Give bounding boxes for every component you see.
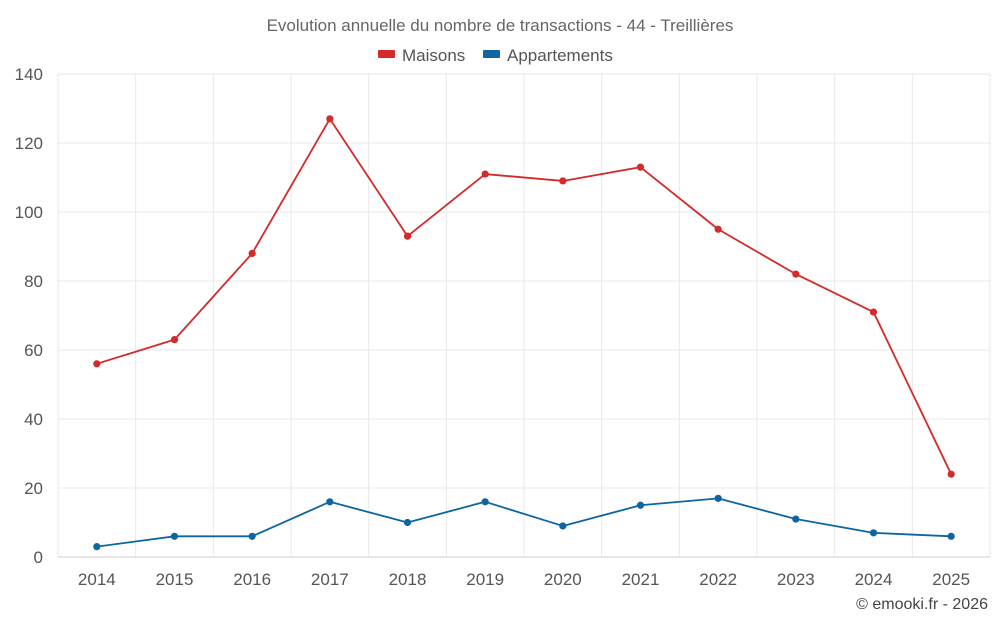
data-point-appartements[interactable]: [947, 532, 955, 540]
data-point-appartements[interactable]: [559, 522, 567, 530]
data-point-appartements[interactable]: [326, 498, 334, 506]
x-tick-label: 2014: [78, 570, 116, 589]
series-layer: [93, 115, 955, 551]
chart-title: Evolution annuelle du nombre de transact…: [267, 16, 734, 35]
data-point-appartements[interactable]: [714, 494, 722, 502]
y-tick-label: 20: [24, 479, 43, 498]
x-tick-label: 2019: [466, 570, 504, 589]
grid: [57, 73, 991, 558]
legend-swatch-appartements: [483, 50, 500, 58]
y-tick-label: 140: [15, 65, 43, 84]
legend-label-appartements[interactable]: Appartements: [507, 46, 613, 65]
x-axis: 2014 2015 2016 2017 2018 2019 2020 2021 2022 2023…: [78, 570, 970, 589]
legend-label-maisons[interactable]: Maisons: [402, 46, 465, 65]
y-tick-label: 100: [15, 203, 43, 222]
x-tick-label: 2017: [311, 570, 349, 589]
data-point-maisons[interactable]: [170, 336, 179, 344]
data-point-maisons[interactable]: [636, 163, 645, 171]
x-tick-label: 2021: [622, 570, 660, 589]
y-tick-label: 80: [24, 272, 43, 291]
data-point-maisons[interactable]: [714, 225, 722, 233]
data-point-appartements[interactable]: [170, 532, 179, 540]
y-tick-label: 40: [24, 410, 43, 429]
data-point-maisons[interactable]: [869, 308, 878, 316]
y-tick-label: 120: [15, 134, 43, 153]
series-line-maisons: [96, 117, 952, 475]
data-point-maisons[interactable]: [326, 115, 334, 123]
data-point-maisons[interactable]: [792, 270, 800, 278]
x-tick-label: 2023: [777, 570, 815, 589]
x-tick-label: 2022: [699, 570, 737, 589]
data-point-appartements[interactable]: [481, 498, 489, 506]
credit-text: © emooki.fr - 2026: [856, 596, 988, 613]
data-point-maisons[interactable]: [947, 470, 955, 478]
series-line-appartements: [96, 497, 952, 548]
data-point-maisons[interactable]: [481, 170, 489, 178]
legend: Maisons Appartements: [378, 46, 613, 65]
x-tick-label: 2020: [544, 570, 582, 589]
data-point-maisons[interactable]: [403, 232, 412, 240]
data-point-appartements[interactable]: [403, 518, 412, 527]
data-point-appartements[interactable]: [93, 543, 101, 551]
data-point-maisons[interactable]: [559, 177, 567, 185]
data-point-maisons[interactable]: [248, 249, 256, 257]
x-tick-label: 2018: [389, 570, 427, 589]
data-point-appartements[interactable]: [248, 532, 256, 540]
x-tick-label: 2024: [855, 570, 893, 589]
y-axis: 0 20 40 60 80 100 120 140: [15, 65, 43, 567]
y-tick-label: 0: [34, 548, 43, 567]
x-tick-label: 2015: [156, 570, 194, 589]
legend-swatch-maisons: [378, 50, 395, 58]
y-tick-label: 60: [24, 341, 43, 360]
x-tick-label: 2025: [932, 570, 970, 589]
data-point-appartements[interactable]: [869, 529, 878, 537]
data-point-appartements[interactable]: [792, 515, 800, 523]
data-point-appartements[interactable]: [636, 501, 645, 509]
x-tick-label: 2016: [233, 570, 271, 589]
data-point-maisons[interactable]: [93, 360, 101, 368]
